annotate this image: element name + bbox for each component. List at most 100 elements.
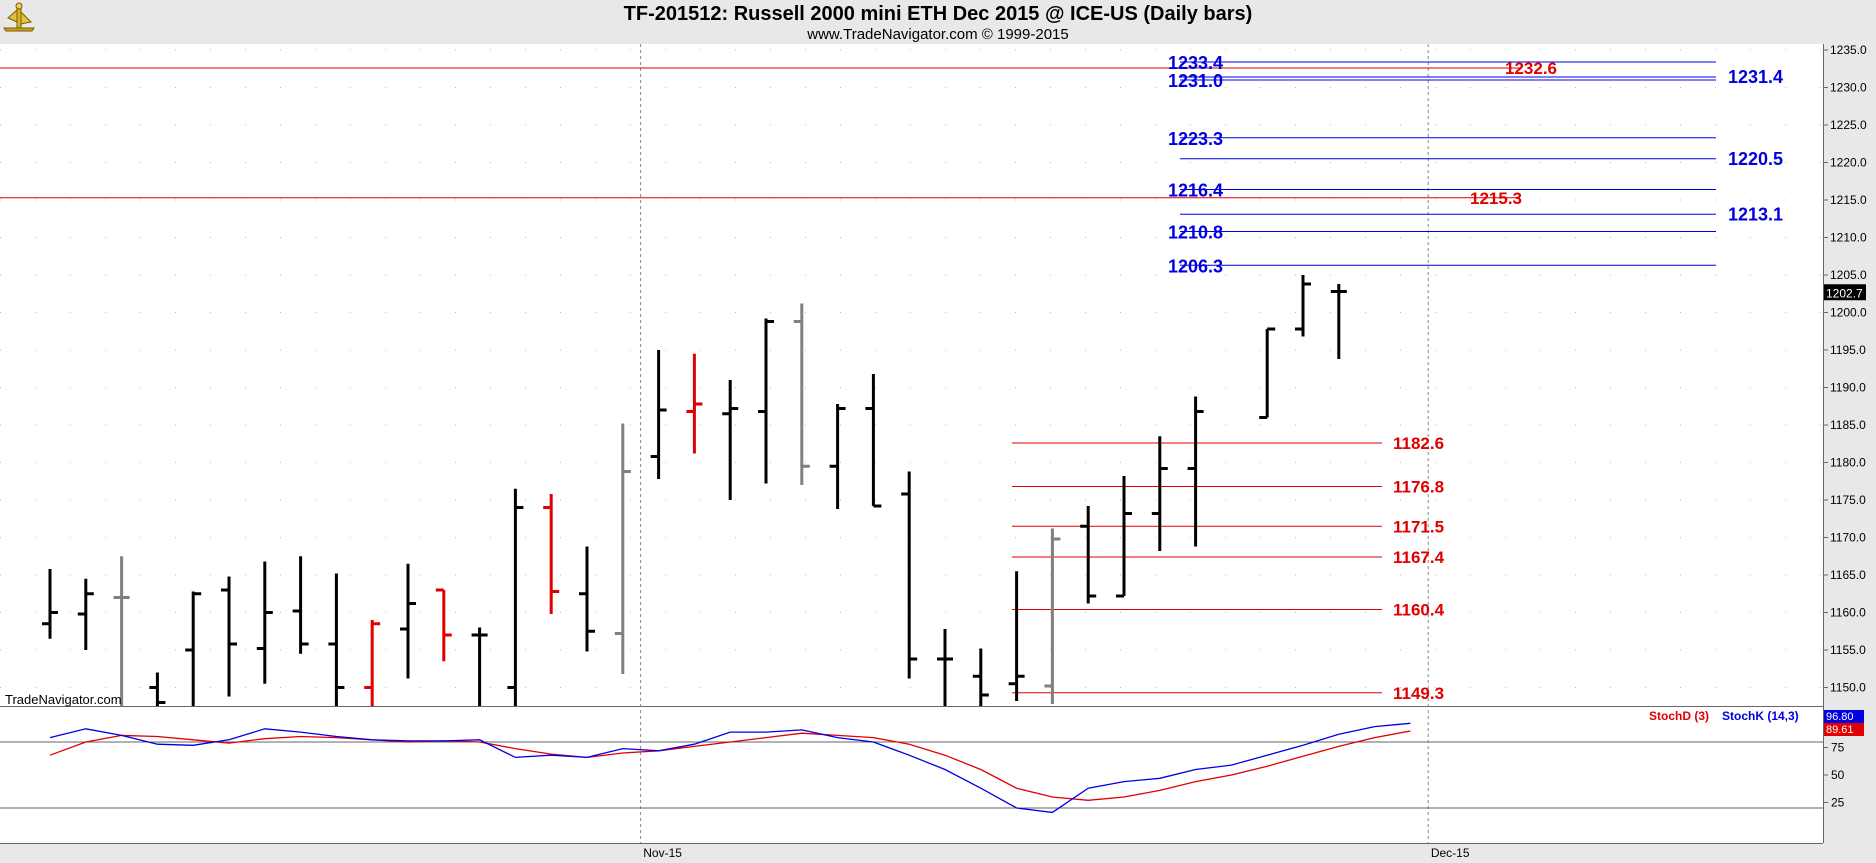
stochastic-tick-label: 75 (1831, 741, 1845, 755)
red-support-label: 1171.5 (1393, 517, 1444, 536)
price-tick-label: 1175.0 (1830, 493, 1866, 507)
price-tick-label: 1205.0 (1830, 268, 1867, 282)
ohlc-bar (793, 303, 810, 485)
price-tick-label: 1190.0 (1830, 381, 1866, 395)
ohlc-bar (1151, 436, 1168, 551)
date-label: Nov-15 (643, 846, 682, 860)
bar-group (42, 275, 1347, 706)
blue-level-label: 1231.4 (1728, 67, 1783, 87)
ohlc-bar (364, 620, 381, 706)
red-support-label: 1182.6 (1393, 434, 1444, 453)
stochastic-panel-background (0, 707, 1823, 843)
ohlc-bar (1044, 528, 1061, 704)
price-tick-label: 1235.0 (1830, 43, 1867, 57)
red-support-label: 1149.3 (1393, 684, 1444, 703)
blue-level-label: 1231.0 (1168, 71, 1223, 91)
price-tick-label: 1165.0 (1830, 568, 1866, 582)
stochastic-tick-label: 25 (1831, 796, 1845, 810)
chart-subtitle: www.TradeNavigator.com © 1999-2015 (807, 26, 1069, 43)
ohlc-bar (686, 353, 703, 454)
ohlc-bar (1330, 284, 1347, 359)
ohlc-bar (829, 404, 846, 509)
ohlc-bar (435, 588, 452, 662)
ohlc-bar (579, 546, 595, 652)
ohlc-bar (1259, 327, 1276, 419)
ohlc-bar (328, 573, 345, 706)
ohlc-bar (1080, 506, 1097, 604)
price-tick-label: 1170.0 (1830, 531, 1866, 545)
price-tick-label: 1155.0 (1830, 643, 1866, 657)
blue-level-label: 1216.4 (1168, 181, 1223, 201)
stochk-last-label: 96.80 (1826, 711, 1854, 723)
red-level-label: 1232.6 (1505, 59, 1557, 78)
stochd-legend: StochD (3) (1649, 709, 1709, 723)
ohlc-bars (42, 275, 1347, 706)
stochk-legend: StochK (14,3) (1722, 709, 1799, 723)
ohlc-bar (1295, 275, 1311, 337)
watermark-text: TradeNavigator.com (5, 692, 122, 707)
ohlc-bar (256, 561, 273, 684)
ohlc-bar (614, 423, 631, 674)
price-tick-label: 1160.0 (1830, 606, 1866, 620)
stochd-last-box (1824, 723, 1864, 736)
red-support-label: 1160.4 (1393, 601, 1445, 620)
ohlc-bar (471, 627, 488, 706)
ohlc-bar (400, 563, 416, 679)
last-price-box (1824, 284, 1866, 301)
last-price-label: 1202.7 (1826, 286, 1863, 300)
stochastic-tick-label: 50 (1831, 768, 1845, 782)
stochastic-lines: StochD (3) StochK (14,3) (0, 709, 1823, 814)
price-tick-label: 1230.0 (1830, 81, 1867, 95)
axis-labels: 1150.0 1155.0 1160.0 1165.0 1170.0 1175.0 1180… (643, 43, 1867, 860)
ohlc-bar (1116, 476, 1132, 598)
ohlc-bar (972, 648, 989, 706)
blue-level-label: 1233.4 (1168, 53, 1223, 73)
price-tick-label: 1180.0 (1830, 456, 1866, 470)
red-support-label: 1167.4 (1393, 548, 1445, 567)
grid (0, 44, 1823, 843)
blue-level-label: 1210.8 (1168, 223, 1223, 243)
date-label: Dec-15 (1431, 846, 1470, 860)
red-level-label: 1215.3 (1470, 189, 1522, 208)
blue-level-label: 1220.5 (1728, 149, 1783, 169)
ohlc-bar (1008, 571, 1025, 701)
ohlc-bar (292, 556, 309, 654)
price-tick-label: 1200.0 (1830, 306, 1867, 320)
stochd-line (49, 730, 1411, 801)
ohlc-bar (722, 380, 739, 500)
price-tick-label: 1185.0 (1830, 418, 1866, 432)
ohlc-bar (901, 471, 918, 679)
price-tick-label: 1210.0 (1830, 231, 1867, 245)
blue-level-label: 1206.3 (1168, 256, 1223, 276)
ohlc-bar (149, 672, 166, 706)
price-tick-label: 1195.0 (1830, 343, 1866, 357)
stochk-line (49, 722, 1411, 814)
price-tick-label: 1215.0 (1830, 193, 1867, 207)
ohlc-bar (758, 318, 774, 484)
price-tick-label: 1220.0 (1830, 156, 1867, 170)
price-panel-background (0, 44, 1823, 706)
stochk-last-box (1824, 710, 1864, 723)
ohlc-bar (543, 494, 560, 614)
stochd-last-label: 89.61 (1826, 724, 1854, 736)
ohlc-bar (865, 374, 882, 508)
ohlc-bar (77, 578, 94, 650)
ohlc-bar (1187, 396, 1204, 547)
blue-level-label: 1223.3 (1168, 129, 1223, 149)
ohlc-bar (185, 591, 202, 706)
trade-navigator-logo-icon (2, 2, 36, 37)
chart-title: TF-201512: Russell 2000 mini ETH Dec 201… (623, 3, 1253, 25)
blue-level-label: 1213.1 (1728, 204, 1783, 224)
ohlc-bar (650, 350, 667, 479)
ohlc-bar (221, 576, 237, 697)
price-tick-label: 1225.0 (1830, 118, 1867, 132)
ohlc-bar (113, 556, 130, 706)
ohlc-bar (507, 488, 524, 706)
red-support-label: 1176.8 (1393, 478, 1444, 497)
ohlc-bar (42, 569, 58, 639)
ohlc-bar (937, 629, 953, 706)
price-tick-label: 1150.0 (1830, 681, 1866, 695)
